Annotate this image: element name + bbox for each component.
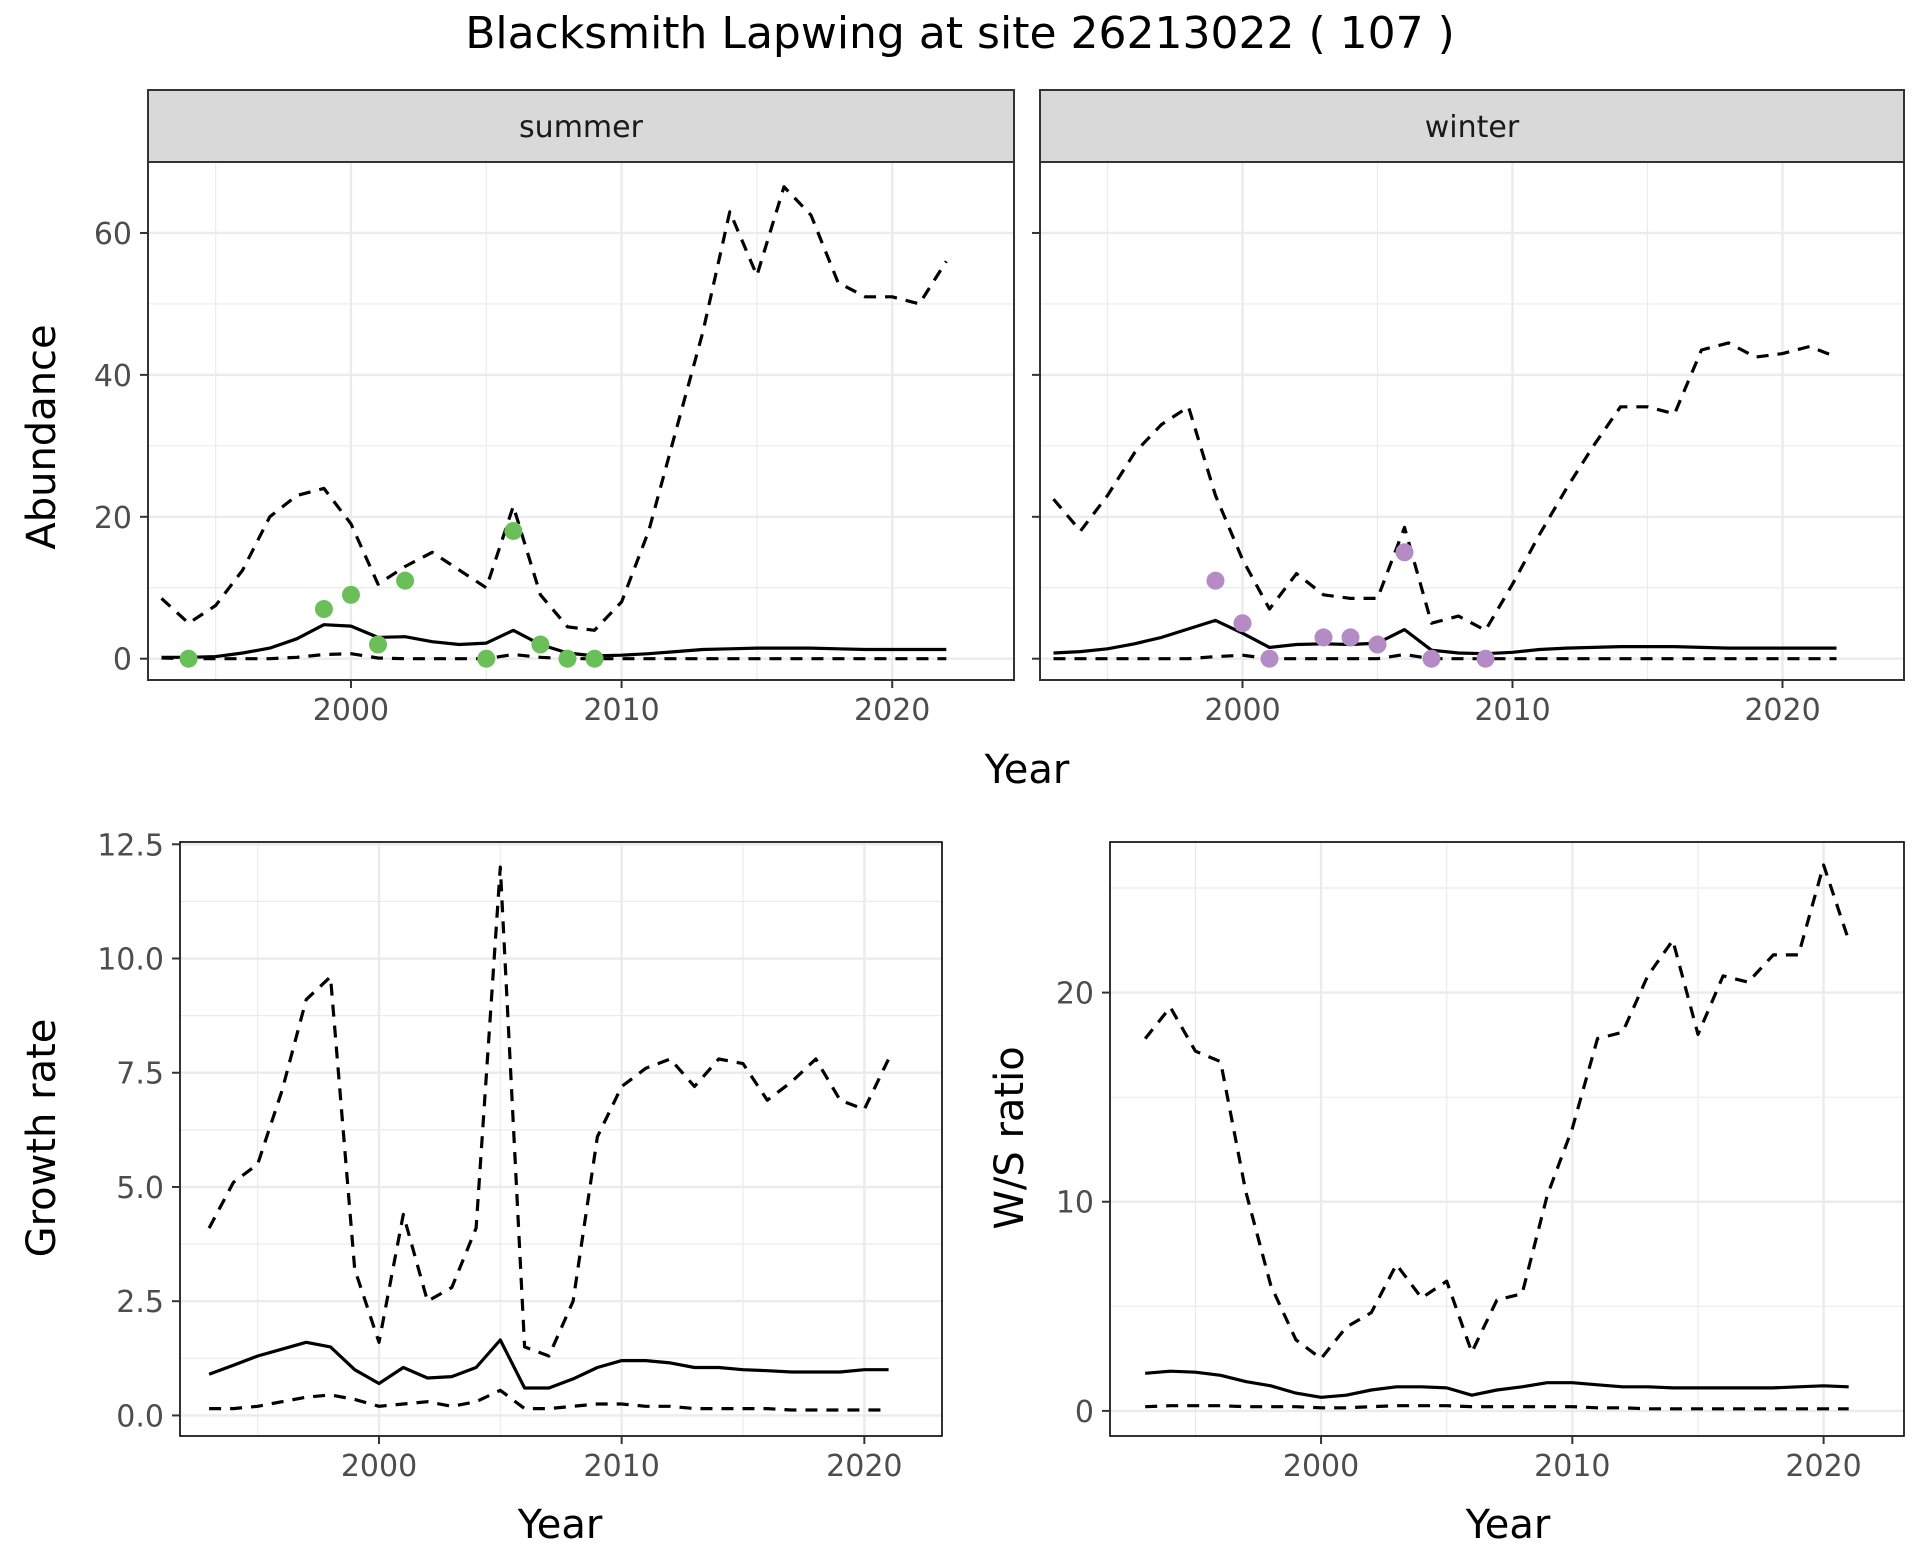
growth-rate-panel-background <box>180 842 942 1436</box>
winter-x-tick-label: 2000 <box>1204 693 1280 728</box>
growth-rate-x-tick-label: 2020 <box>826 1449 902 1484</box>
growth-rate-x-axis-title: Year <box>517 1502 603 1548</box>
growth-rate-lower-line <box>209 1388 889 1412</box>
growth-rate-y-axis-title: Growth rate <box>19 1019 65 1258</box>
abundance-x-axis-title: Year <box>984 747 1070 793</box>
summer-count-point <box>369 635 388 654</box>
winter-mean-line <box>1053 618 1837 656</box>
ws-ratio-grid <box>1110 842 1904 1436</box>
ws-ratio-y-axis-title: W/S ratio <box>987 1046 1033 1229</box>
winter-count-point <box>1314 628 1333 647</box>
summer-y-tick-label: 0 <box>113 643 132 678</box>
growth-rate-y-tick-label: 5.0 <box>116 1171 164 1206</box>
growth-rate-mean-line <box>208 1338 889 1390</box>
ws-ratio-x-tick-label: 2020 <box>1785 1449 1861 1484</box>
winter-plot-area: 2000 2010 2020 <box>1032 161 1905 728</box>
summer-strip <box>147 89 1015 163</box>
ws-ratio-y-tick-label: 0 <box>1075 1395 1094 1430</box>
winter-count-point <box>1368 635 1387 654</box>
winter-count-point <box>1341 628 1360 647</box>
summer-count-point <box>558 649 577 668</box>
ws-ratio-upper-line <box>1143 863 1851 1361</box>
figure-title: Blacksmith Lapwing at site 26213022 ( 10… <box>465 8 1454 59</box>
growth-rate-y-tick-label: 12.5 <box>97 828 164 863</box>
summer-count-point <box>477 649 496 668</box>
summer-grid <box>148 161 1014 680</box>
summer-y-tick-label: 60 <box>94 217 132 252</box>
summer-count-point <box>179 649 198 668</box>
growth-rate-plot-area: 2000 2010 2020 0.0 2.5 5.0 7.5 10.0 12.5 <box>97 828 943 1484</box>
winter-count-point <box>1476 649 1495 668</box>
summer-facet-panel: summer 2000 2010 2020 0 20 40 60 Year Abundanc… <box>19 89 1070 793</box>
summer-count-point <box>341 585 360 604</box>
winter-lower-line <box>1053 652 1837 661</box>
winter-panel-border <box>1039 161 1905 681</box>
summer-strip-label: summer <box>519 110 644 145</box>
growth-rate-grid <box>180 842 942 1436</box>
summer-upper-line <box>160 185 948 632</box>
growth-rate-y-tick-label: 0.0 <box>116 1399 164 1434</box>
ws-ratio-panel: 2000 2010 2020 0 10 20 Year W/S ratio <box>987 841 1905 1548</box>
summer-panel-background <box>148 162 1014 680</box>
summer-x-tick-label: 2010 <box>583 693 659 728</box>
summer-x-tick-label: 2020 <box>854 693 930 728</box>
summer-y-tick-label: 40 <box>94 359 132 394</box>
summer-plot-area: 2000 2010 2020 0 20 40 60 <box>94 161 1015 728</box>
growth-rate-y-tick-label: 10.0 <box>97 943 164 978</box>
growth-rate-y-tick-label: 2.5 <box>116 1285 164 1320</box>
growth-rate-x-tick-label: 2000 <box>341 1449 417 1484</box>
summer-count-point <box>531 635 550 654</box>
summer-x-tick-label: 2000 <box>313 693 389 728</box>
winter-panel-background <box>1040 162 1904 680</box>
winter-grid <box>1040 161 1904 680</box>
winter-upper-line <box>1052 341 1838 632</box>
summer-mean-line <box>161 623 947 659</box>
ws-ratio-panel-background <box>1110 842 1904 1436</box>
summer-y-tick-label: 20 <box>94 501 132 536</box>
ws-ratio-mean-line <box>1145 1369 1849 1399</box>
ws-ratio-x-axis-title: Year <box>1465 1502 1551 1548</box>
summer-count-point <box>504 521 523 540</box>
summer-count-point <box>585 649 604 668</box>
summer-count-point <box>314 600 333 619</box>
ws-ratio-plot-area: 2000 2010 2020 0 10 20 <box>1056 841 1905 1484</box>
winter-count-point <box>1260 649 1279 668</box>
ws-ratio-x-tick-label: 2010 <box>1534 1449 1610 1484</box>
winter-facet-panel: winter 2000 2010 2020 <box>1032 89 1905 728</box>
growth-rate-y-tick-label: 7.5 <box>116 1057 164 1092</box>
growth-rate-panel: 2000 2010 2020 0.0 2.5 5.0 7.5 10.0 12.5 Year Gr… <box>19 828 943 1548</box>
winter-strip-label: winter <box>1425 110 1520 145</box>
ws-ratio-y-tick-label: 20 <box>1056 977 1094 1012</box>
winter-x-tick-label: 2010 <box>1474 693 1550 728</box>
summer-count-point <box>396 571 415 590</box>
ws-ratio-panel-border <box>1109 841 1905 1437</box>
winter-x-tick-label: 2020 <box>1744 693 1820 728</box>
ws-ratio-x-tick-label: 2000 <box>1283 1449 1359 1484</box>
summer-lower-line <box>161 652 947 661</box>
growth-rate-x-tick-label: 2010 <box>583 1449 659 1484</box>
growth-rate-upper-line <box>207 865 891 1358</box>
winter-count-point <box>1422 649 1441 668</box>
winter-count-point <box>1233 614 1252 633</box>
abundance-y-axis-title: Abundance <box>19 324 65 549</box>
ws-ratio-y-tick-label: 10 <box>1056 1186 1094 1221</box>
growth-rate-panel-border <box>179 841 943 1437</box>
summer-panel-border <box>147 161 1015 681</box>
winter-count-point <box>1395 543 1414 562</box>
winter-count-point <box>1206 571 1225 590</box>
